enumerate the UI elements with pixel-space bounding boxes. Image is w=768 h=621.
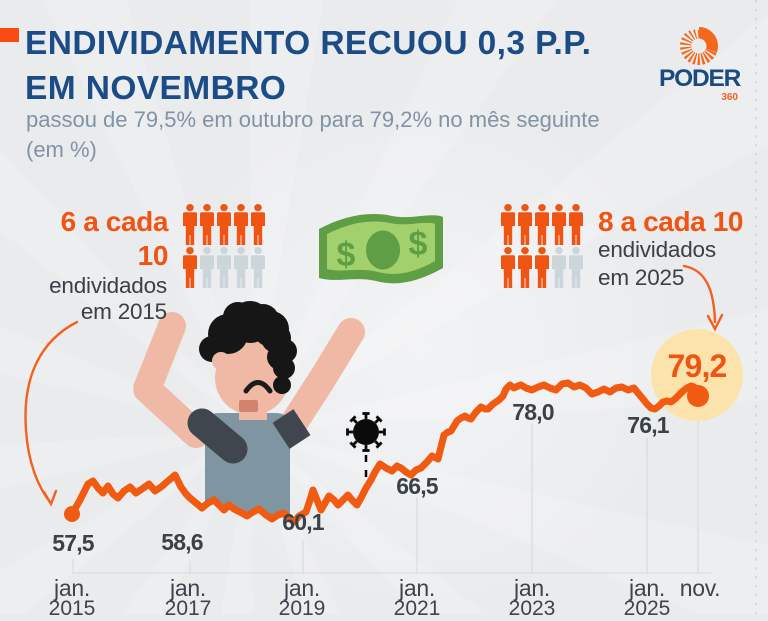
svg-text:$: $ [409, 225, 428, 263]
svg-text:$: $ [337, 236, 356, 274]
